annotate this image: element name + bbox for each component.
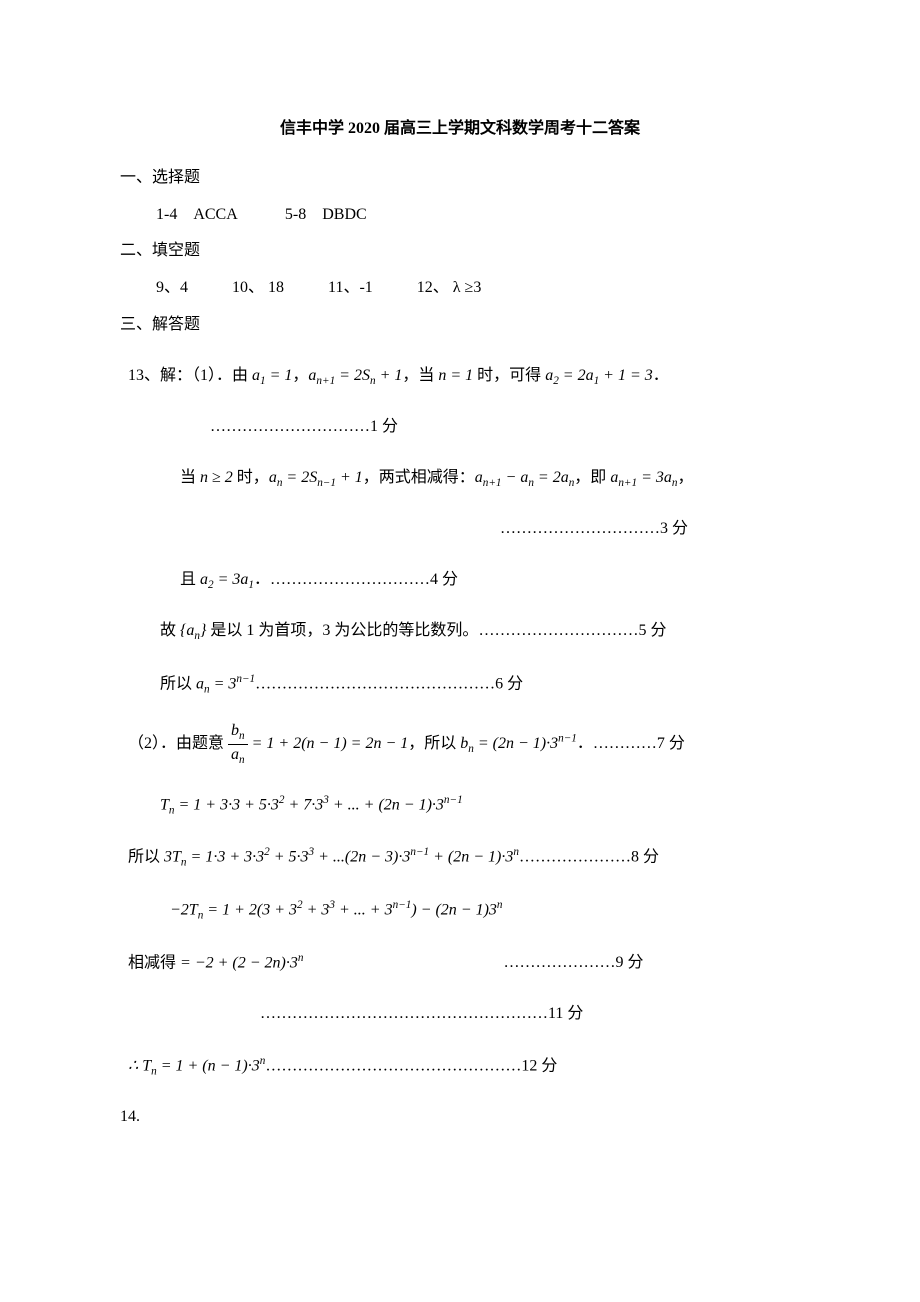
q13-score1: …………………………1 分 [120,413,800,442]
q13-p8: 所以 3Tn = 1·3 + 3·32 + 5·33 + ...(2n − 3)… [120,842,800,873]
q13-p12: ∴ Tn = 1 + (n − 1)·3n…………………………………………12 … [120,1051,800,1082]
page-title: 信丰中学 2020 届高三上学期文科数学周考十二答案 [120,115,800,144]
q13-p2: 当 n ≥ 2 时，an = 2Sn−1 + 1，两式相减得：an+1 − an… [120,464,800,493]
q13-score3: …………………………3 分 [120,515,800,544]
q14-label: 14. [120,1103,800,1132]
q13-part2: （2）．由题意 bnan = 1 + 2(n − 1) = 2n − 1，所以 … [120,721,800,767]
section3-heading: 三、解答题 [120,311,800,340]
section2-answers: 9、4 10、 18 11、-1 12、 λ ≥3 [120,274,800,303]
q13-p9b: 相减得 = −2 + (2 − 2n)·3n…………………9 分 [120,948,800,978]
q12-answer: 12、 λ ≥3 [417,279,482,296]
q13-p9a: −2Tn = 1 + 2(3 + 32 + 33 + ... + 3n−1) −… [120,895,800,926]
q13-p3: 且 a2 = 3a1．…………………………4 分 [120,566,800,595]
section1-heading: 一、选择题 [120,164,800,193]
q13-tn: Tn = 1 + 3·3 + 5·32 + 7·33 + ... + (2n −… [120,790,800,821]
q13-p1: 13、解：（1）．由 a1 = 1，an+1 = 2Sn + 1，当 n = 1… [120,362,800,391]
q10-answer: 10、 18 [232,274,284,303]
q13-p4: 故 {an} 是以 1 为首项，3 为公比的等比数列。…………………………5 分 [120,617,800,646]
q11-answer: 11、-1 [328,274,373,303]
section2-heading: 二、填空题 [120,237,800,266]
section1-answers: 1-4 ACCA 5-8 DBDC [120,201,800,230]
q13-score11: ………………………………………………11 分 [120,1000,800,1029]
q13-p5: 所以 an = 3n−1………………………………………6 分 [120,669,800,700]
q9-answer: 9、4 [156,274,188,303]
